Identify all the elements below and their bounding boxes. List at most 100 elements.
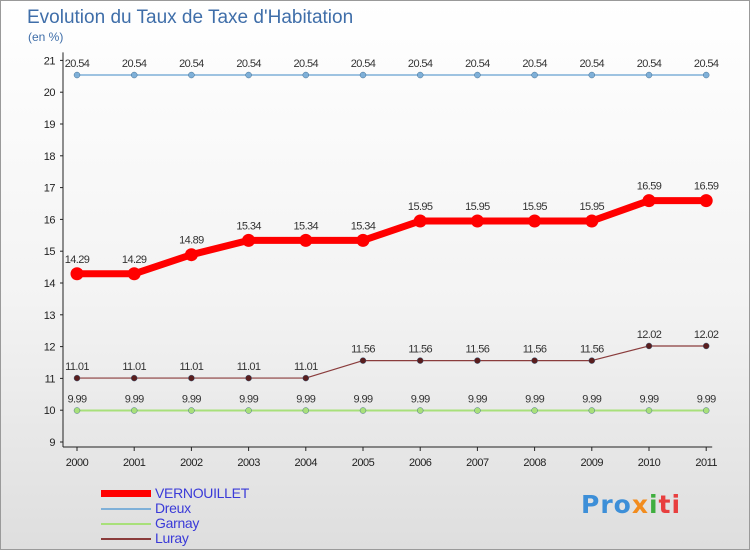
data-label-dreux: 20.54 bbox=[637, 58, 662, 70]
data-point-dreux bbox=[359, 71, 367, 79]
data-label-garnay: 9.99 bbox=[353, 394, 372, 406]
data-label-luray: 11.56 bbox=[408, 344, 432, 356]
data-point-luray bbox=[645, 342, 653, 350]
data-point-garnay bbox=[245, 407, 252, 414]
x-tick-label: 2001 bbox=[123, 457, 146, 469]
y-tick-label: 14 bbox=[44, 278, 56, 290]
data-label-vernouillet: 16.59 bbox=[694, 181, 719, 193]
x-tick-label: 2010 bbox=[638, 457, 661, 469]
data-label-dreux: 20.54 bbox=[580, 58, 605, 70]
data-point-garnay bbox=[417, 407, 424, 414]
x-tick-label: 2007 bbox=[466, 457, 489, 469]
data-point-vernouillet bbox=[642, 194, 656, 208]
x-tick-label: 2005 bbox=[352, 457, 375, 469]
data-label-luray: 11.56 bbox=[523, 344, 547, 356]
data-label-luray: 12.02 bbox=[694, 329, 719, 341]
data-point-garnay bbox=[588, 407, 595, 414]
data-label-luray: 11.56 bbox=[466, 344, 490, 356]
data-label-garnay: 9.99 bbox=[296, 394, 315, 406]
data-label-garnay: 9.99 bbox=[67, 394, 86, 406]
data-label-dreux: 20.54 bbox=[179, 58, 204, 70]
data-label-dreux: 20.54 bbox=[522, 58, 547, 70]
data-label-luray: 11.01 bbox=[180, 361, 204, 373]
data-point-vernouillet bbox=[585, 214, 599, 228]
data-label-dreux: 20.54 bbox=[408, 58, 433, 70]
data-label-vernouillet: 14.89 bbox=[179, 235, 204, 247]
data-label-vernouillet: 14.29 bbox=[122, 254, 147, 266]
data-point-vernouillet bbox=[470, 214, 484, 228]
chart-title: Evolution du Taux de Taxe d'Habitation bbox=[27, 7, 354, 28]
data-label-vernouillet: 15.34 bbox=[351, 220, 376, 232]
series-line-vernouillet bbox=[77, 197, 707, 278]
data-point-garnay bbox=[188, 407, 195, 414]
data-point-garnay bbox=[302, 407, 309, 414]
data-point-vernouillet bbox=[184, 248, 198, 262]
y-tick-label: 20 bbox=[44, 87, 56, 99]
data-label-garnay: 9.99 bbox=[582, 394, 601, 406]
data-point-luray bbox=[73, 374, 81, 382]
data-point-dreux bbox=[531, 71, 538, 79]
y-tick-label: 18 bbox=[44, 151, 56, 163]
x-tick-label: 2002 bbox=[180, 457, 203, 469]
data-label-dreux: 20.54 bbox=[122, 58, 147, 70]
data-label-vernouillet: 15.95 bbox=[408, 201, 433, 213]
data-label-dreux: 20.54 bbox=[694, 58, 719, 70]
data-label-vernouillet: 15.34 bbox=[236, 220, 261, 232]
data-point-garnay bbox=[645, 407, 653, 414]
data-point-luray bbox=[245, 374, 252, 382]
x-tick-label: 2008 bbox=[523, 457, 546, 469]
data-label-luray: 12.02 bbox=[637, 329, 662, 341]
series-line-luray bbox=[77, 345, 707, 379]
data-point-dreux bbox=[474, 71, 481, 79]
data-point-dreux bbox=[645, 71, 653, 79]
y-tick-label: 12 bbox=[44, 342, 56, 354]
legend-item-luray: Luray bbox=[101, 531, 249, 546]
data-point-garnay bbox=[703, 407, 710, 414]
data-point-dreux bbox=[302, 71, 309, 79]
data-label-luray: 11.01 bbox=[294, 361, 318, 373]
legend-item-garnay: Garnay bbox=[101, 516, 249, 531]
data-label-vernouillet: 15.34 bbox=[294, 220, 319, 232]
legend-swatch bbox=[101, 537, 151, 540]
chart-unit-label: (en %) bbox=[28, 30, 64, 44]
data-label-dreux: 20.54 bbox=[65, 58, 90, 70]
data-label-vernouillet: 15.95 bbox=[465, 201, 490, 213]
legend-swatch bbox=[101, 490, 151, 497]
data-label-garnay: 9.99 bbox=[239, 394, 258, 406]
legend-label: Garnay bbox=[155, 515, 200, 531]
data-label-vernouillet: 15.95 bbox=[580, 201, 605, 213]
y-tick-label: 21 bbox=[44, 55, 56, 67]
line-chart: 9 10 11 12 13 14 15 16 17 18 19 20 21 2000 2001 2002 200… bbox=[44, 52, 720, 469]
y-tick-label: 19 bbox=[44, 119, 56, 131]
data-label-garnay: 9.99 bbox=[468, 394, 487, 406]
legend-label: VERNOUILLET bbox=[155, 485, 249, 501]
data-label-vernouillet: 15.95 bbox=[522, 201, 547, 213]
y-tick-label: 15 bbox=[44, 246, 56, 258]
data-point-luray bbox=[417, 357, 424, 364]
data-point-dreux bbox=[245, 71, 252, 79]
data-point-vernouillet bbox=[299, 233, 313, 247]
x-tick-label: 2011 bbox=[695, 457, 717, 469]
data-point-vernouillet bbox=[356, 233, 370, 247]
data-label-garnay: 9.99 bbox=[639, 394, 658, 406]
data-point-dreux bbox=[703, 71, 710, 79]
legend-item-vernouillet: VERNOUILLET bbox=[101, 486, 249, 501]
data-label-garnay: 9.99 bbox=[697, 394, 716, 406]
data-point-dreux bbox=[73, 71, 81, 79]
data-point-vernouillet bbox=[242, 233, 256, 247]
y-tick-label: 11 bbox=[45, 373, 56, 385]
data-label-luray: 11.01 bbox=[122, 361, 146, 373]
data-point-garnay bbox=[359, 407, 367, 414]
data-label-garnay: 9.99 bbox=[525, 394, 544, 406]
data-point-luray bbox=[474, 357, 481, 364]
data-label-dreux: 20.54 bbox=[465, 58, 490, 70]
data-point-garnay bbox=[474, 407, 481, 414]
data-point-vernouillet bbox=[413, 214, 427, 228]
legend-item-dreux: Dreux bbox=[101, 501, 249, 516]
data-label-vernouillet: 16.59 bbox=[637, 181, 662, 193]
data-point-luray bbox=[188, 374, 195, 382]
data-label-luray: 11.01 bbox=[65, 361, 89, 373]
data-point-luray bbox=[531, 357, 538, 364]
data-point-dreux bbox=[130, 71, 138, 79]
